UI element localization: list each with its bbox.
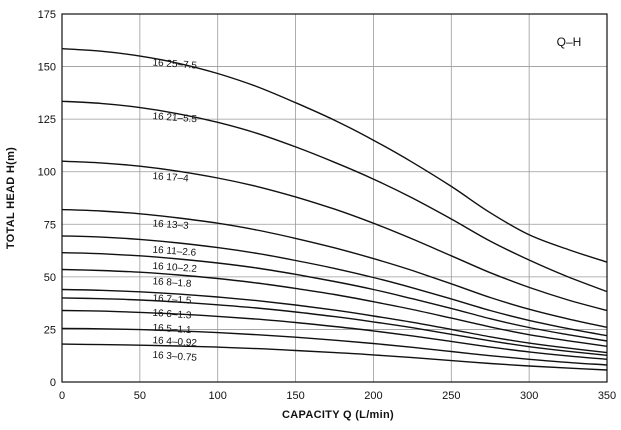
series-line (61, 327, 608, 366)
series-line (61, 297, 608, 356)
series-label: 16 21–5.5 (152, 111, 198, 125)
y-tick-label: 25 (44, 324, 56, 336)
series-line (61, 160, 608, 312)
x-axis-title: CAPACITY Q (L/min) (282, 409, 394, 421)
series-line (61, 208, 608, 328)
chart-title: Q–H (557, 35, 582, 49)
series-label: 16 10–2.2 (152, 261, 198, 275)
y-tick-label: 125 (38, 114, 56, 126)
plot-area (62, 14, 607, 382)
plot-border (61, 13, 608, 383)
series-label: 16 8–1.8 (152, 276, 192, 290)
series-label: 16 6–1.3 (152, 308, 192, 322)
y-tick-labels: 0 25 50 75 100 125 150 175 (38, 9, 56, 389)
y-tick-label: 150 (38, 62, 56, 74)
series-line (61, 252, 608, 342)
x-tick-label: 250 (442, 390, 460, 402)
series-label: 16 13–3 (152, 218, 189, 232)
series-line (61, 268, 608, 347)
y-tick-label: 0 (50, 377, 56, 389)
series-line (61, 288, 608, 354)
curves (61, 48, 608, 371)
x-tick-labels: 0 50 100 150 200 250 300 350 (59, 390, 616, 402)
y-tick-label: 75 (44, 219, 56, 231)
x-tick-label: 100 (209, 390, 227, 402)
series-line (61, 235, 608, 337)
series-line (61, 309, 608, 360)
y-tick-label: 175 (38, 9, 56, 21)
series-line (61, 48, 608, 263)
series-label: 16 4–0.92 (152, 335, 198, 349)
series-label: 16 5–1.1 (152, 322, 192, 336)
series-label: 16 7–1.5 (152, 293, 192, 307)
series-label: 16 17–4 (152, 171, 189, 185)
y-axis-title: TOTAL HEAD H(m) (5, 147, 17, 249)
x-tick-label: 300 (520, 390, 538, 402)
series-label: 16 25–7.5 (152, 58, 198, 72)
x-tick-label: 200 (364, 390, 382, 402)
x-tick-label: 0 (59, 390, 65, 402)
series-label: 16 11–2.6 (152, 245, 197, 259)
grid (62, 14, 607, 382)
series-labels: 16 25–7.5 16 21–5.5 16 17–4 16 13–3 16 11–2.… (152, 58, 198, 364)
y-tick-label: 100 (38, 167, 56, 179)
x-tick-label: 50 (134, 390, 146, 402)
x-tick-label: 350 (598, 390, 616, 402)
x-tick-label: 150 (286, 390, 304, 402)
series-line (61, 100, 608, 293)
series-label: 16 3–0.75 (152, 350, 198, 364)
y-tick-label: 50 (44, 272, 56, 284)
series-line (61, 343, 608, 371)
